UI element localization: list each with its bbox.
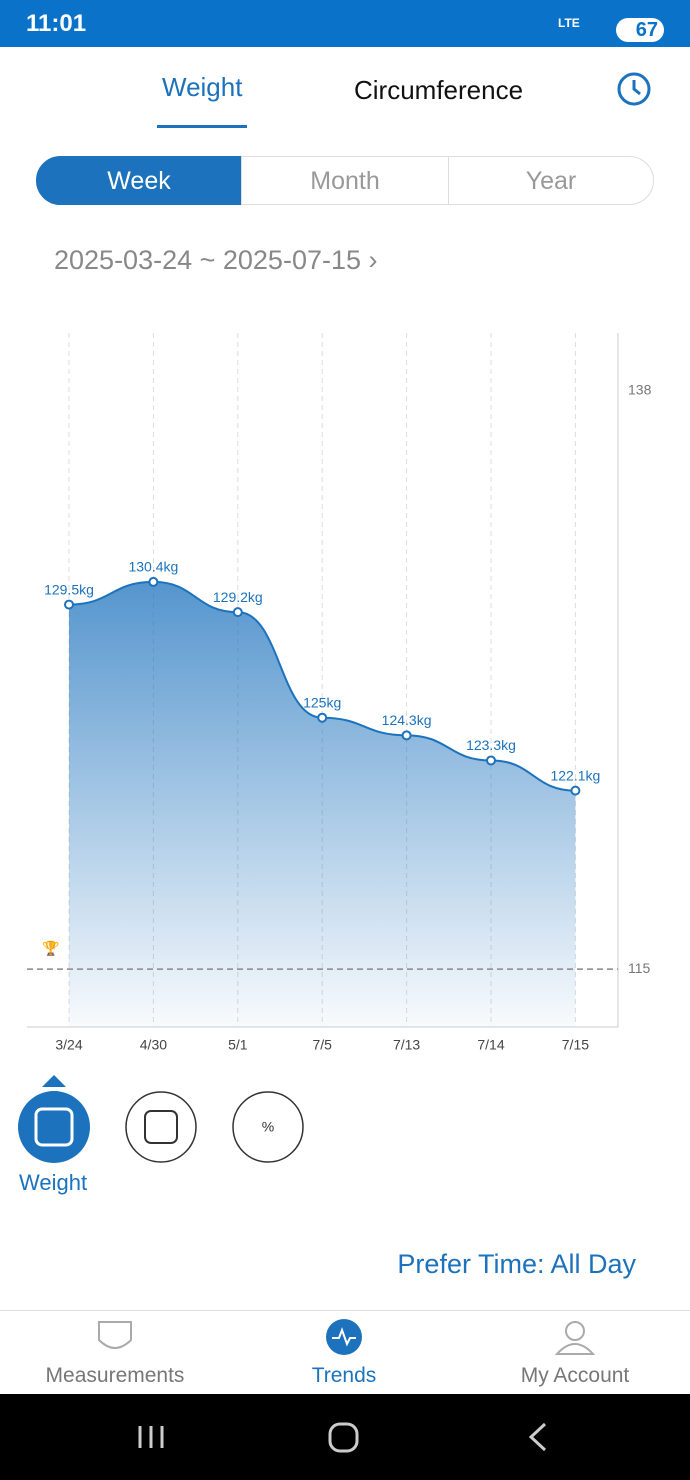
value-label: 123.3kg xyxy=(466,737,516,753)
nav-icon xyxy=(565,1321,585,1341)
x-tick-label: 4/30 xyxy=(140,1037,167,1053)
y-tick-label: 115 xyxy=(628,960,651,976)
metric-icon-weight[interactable] xyxy=(18,1091,90,1163)
sys-recent[interactable] xyxy=(138,1426,164,1448)
sys-home[interactable] xyxy=(328,1422,359,1453)
value-label: 125kg xyxy=(303,694,341,710)
date-range[interactable]: 2025-03-24 ~ 2025-07-15 › xyxy=(54,245,378,275)
value-label: 129.2kg xyxy=(213,589,263,605)
value-label: 130.4kg xyxy=(128,559,178,575)
point xyxy=(570,785,581,796)
y-tick-label: 138 xyxy=(628,382,652,398)
system-nav xyxy=(0,1394,690,1480)
bottom-nav xyxy=(0,1310,690,1395)
tab-weight[interactable]: Weight xyxy=(162,72,243,102)
value-label: 129.5kg xyxy=(44,581,94,597)
period-year[interactable]: Year xyxy=(448,156,654,205)
prefer-time[interactable]: Prefer Time: All Day xyxy=(397,1249,636,1279)
point xyxy=(64,599,74,610)
trophy: 🏆 xyxy=(42,940,60,957)
metric-icon-scale[interactable] xyxy=(125,1091,197,1163)
x-tick-label: 7/14 xyxy=(477,1037,504,1053)
x-tick-label: 7/15 xyxy=(562,1037,589,1053)
metric-icon-bodyfat[interactable] xyxy=(232,1091,304,1163)
point xyxy=(401,730,412,741)
nav-icon xyxy=(554,1343,596,1355)
x-tick-label: 3/24 xyxy=(55,1037,82,1053)
tab-circumference[interactable]: Circumference xyxy=(354,75,524,105)
battery: 67 xyxy=(616,18,664,42)
network: LTE xyxy=(558,16,580,30)
nav-icon xyxy=(332,1327,356,1347)
metric-label: Weight xyxy=(19,1170,88,1195)
tab-indicator xyxy=(157,125,247,128)
point xyxy=(486,755,496,766)
x-tick-label: 5/1 xyxy=(228,1037,248,1053)
point xyxy=(232,607,243,618)
time: 11:01 xyxy=(26,10,87,37)
icon-shape xyxy=(144,1110,178,1144)
metric-icons: % xyxy=(18,1075,304,1163)
value-label: 122.1kg xyxy=(550,767,600,783)
nav-icon xyxy=(98,1321,132,1349)
selected-arrow xyxy=(42,1075,66,1087)
icon-shape: % xyxy=(262,1119,274,1135)
history-icon[interactable] xyxy=(615,70,653,108)
x-tick-label: 7/13 xyxy=(393,1037,420,1053)
sys-back[interactable] xyxy=(528,1422,547,1452)
nav-account[interactable]: My Account xyxy=(520,1364,630,1387)
nav-trends[interactable]: Trends xyxy=(311,1364,377,1387)
nav-measurements[interactable]: Measurements xyxy=(45,1364,185,1387)
period-week[interactable]: Week xyxy=(36,156,242,205)
area xyxy=(69,581,576,1027)
chart: 115 138 🏆 129.5kg 3/24 130.4kg 4/30 129.2kg 5/1 1… xyxy=(27,333,652,1053)
date-range-text: 2025-03-24 ~ 2025-07-15 xyxy=(54,245,361,275)
period-month[interactable]: Month xyxy=(241,156,449,205)
value-label: 124.3kg xyxy=(382,712,432,728)
icon-shape xyxy=(34,1107,74,1147)
status-bar: 11:01 LTE 67 xyxy=(0,0,690,47)
nav-icons xyxy=(98,1319,596,1355)
point xyxy=(148,576,159,587)
x-tick-label: 7/5 xyxy=(312,1037,332,1053)
point xyxy=(317,712,328,723)
